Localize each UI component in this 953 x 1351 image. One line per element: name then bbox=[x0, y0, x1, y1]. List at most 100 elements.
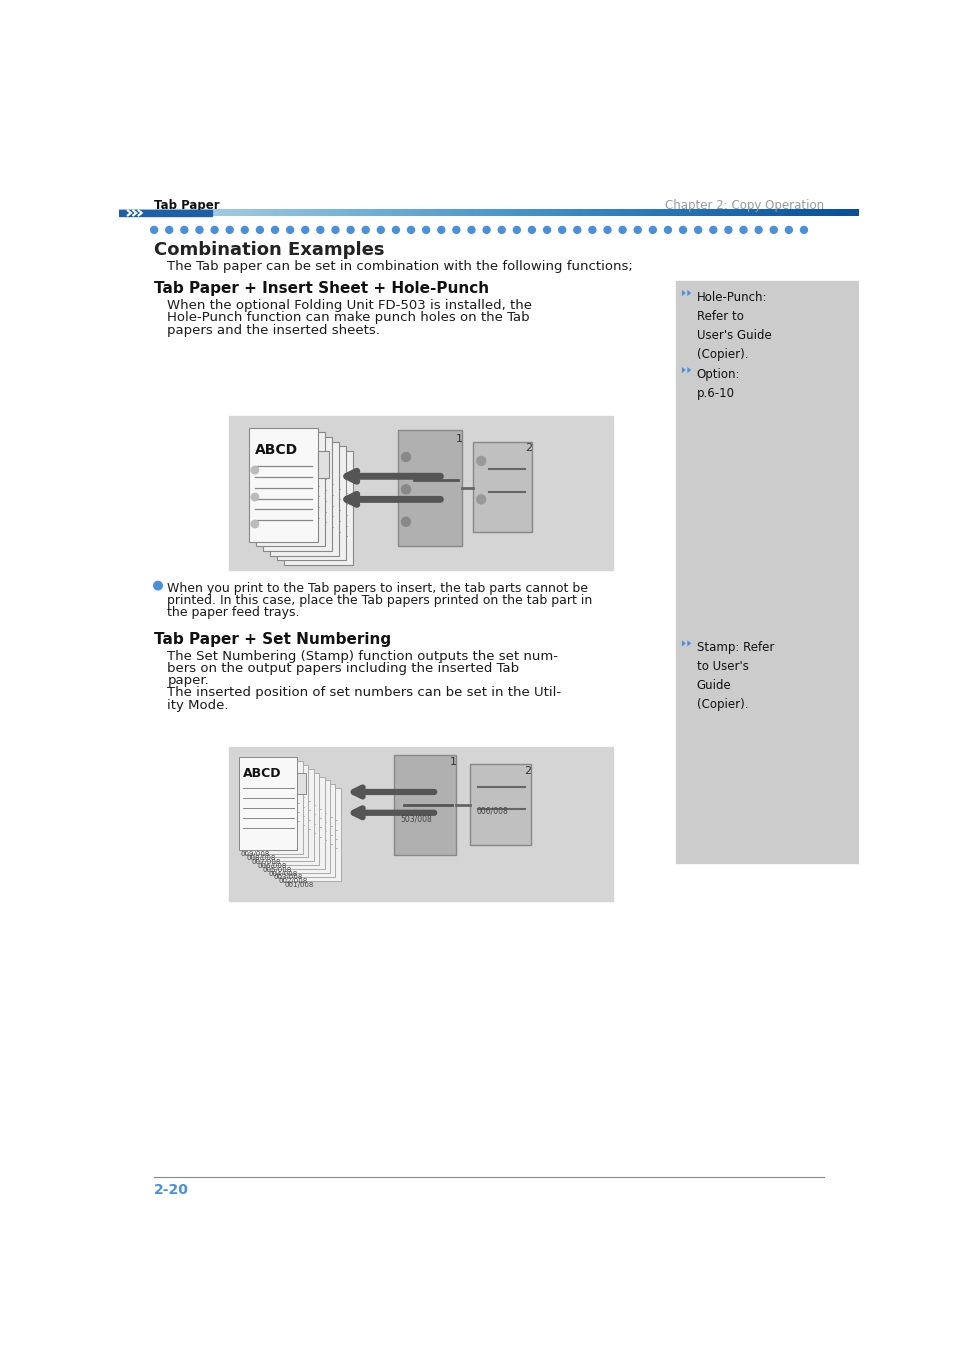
Circle shape bbox=[497, 227, 505, 234]
Bar bbox=[249, 428, 318, 542]
Circle shape bbox=[401, 453, 410, 462]
Text: 008/008: 008/008 bbox=[246, 855, 275, 861]
Text: 2: 2 bbox=[524, 766, 531, 775]
Text: 002/008: 002/008 bbox=[278, 878, 308, 884]
Text: 004/008: 004/008 bbox=[268, 870, 297, 877]
Text: bers on the output papers including the inserted Tab: bers on the output papers including the … bbox=[167, 662, 518, 676]
Circle shape bbox=[151, 227, 157, 234]
Circle shape bbox=[392, 227, 399, 234]
Circle shape bbox=[226, 227, 233, 234]
Circle shape bbox=[482, 227, 490, 234]
Text: Tab Paper + Set Numbering: Tab Paper + Set Numbering bbox=[154, 632, 391, 647]
Circle shape bbox=[401, 485, 410, 494]
Bar bbox=[255, 769, 314, 862]
Bar bbox=[266, 777, 324, 869]
Circle shape bbox=[166, 227, 172, 234]
Circle shape bbox=[286, 227, 294, 234]
Text: ABCD: ABCD bbox=[254, 443, 297, 457]
Circle shape bbox=[422, 227, 429, 234]
Circle shape bbox=[679, 227, 686, 234]
Bar bbox=[245, 761, 303, 854]
Circle shape bbox=[347, 227, 354, 234]
Text: paper.: paper. bbox=[167, 674, 209, 688]
Text: 003/008: 003/008 bbox=[274, 874, 302, 881]
Bar bbox=[250, 765, 308, 858]
Circle shape bbox=[709, 227, 716, 234]
Circle shape bbox=[195, 227, 203, 234]
Bar bbox=[262, 436, 332, 551]
Text: 005/008: 005/008 bbox=[262, 867, 292, 873]
Polygon shape bbox=[686, 290, 691, 296]
Text: printed. In this case, place the Tab papers printed on the tab part in: printed. In this case, place the Tab pap… bbox=[167, 594, 592, 607]
Bar bbox=[239, 758, 297, 850]
Circle shape bbox=[251, 493, 258, 501]
Polygon shape bbox=[681, 367, 685, 373]
Circle shape bbox=[618, 227, 625, 234]
Circle shape bbox=[251, 466, 258, 474]
Text: The Tab paper can be set in combination with the following functions;: The Tab paper can be set in combination … bbox=[167, 259, 633, 273]
Text: 006/008: 006/008 bbox=[257, 863, 286, 869]
Bar bbox=[473, 442, 531, 532]
Text: When the optional Folding Unit FD-503 is installed, the: When the optional Folding Unit FD-503 is… bbox=[167, 299, 532, 312]
Circle shape bbox=[603, 227, 610, 234]
Bar bbox=[255, 432, 325, 546]
Bar bbox=[277, 785, 335, 877]
Circle shape bbox=[401, 517, 410, 527]
Circle shape bbox=[362, 227, 369, 234]
Circle shape bbox=[211, 227, 218, 234]
Polygon shape bbox=[681, 640, 685, 646]
Circle shape bbox=[543, 227, 550, 234]
Circle shape bbox=[694, 227, 700, 234]
Bar bbox=[282, 788, 340, 881]
Bar bbox=[119, 209, 212, 216]
Circle shape bbox=[588, 227, 596, 234]
Circle shape bbox=[649, 227, 656, 234]
Circle shape bbox=[724, 227, 731, 234]
Text: 009/008: 009/008 bbox=[241, 851, 270, 858]
Circle shape bbox=[769, 227, 777, 234]
Text: 2: 2 bbox=[525, 443, 532, 453]
Polygon shape bbox=[686, 367, 691, 373]
Bar bbox=[318, 451, 329, 478]
Text: Option:
p.6-10: Option: p.6-10 bbox=[696, 367, 740, 400]
Text: 1: 1 bbox=[450, 758, 456, 767]
Polygon shape bbox=[686, 640, 691, 646]
Text: Hole-Punch:
Refer to
User's Guide
(Copier).: Hole-Punch: Refer to User's Guide (Copie… bbox=[696, 290, 771, 361]
Text: 007/008: 007/008 bbox=[252, 859, 281, 865]
Circle shape bbox=[528, 227, 535, 234]
Bar bbox=[675, 281, 858, 863]
Bar bbox=[394, 755, 456, 855]
Text: Combination Examples: Combination Examples bbox=[154, 242, 384, 259]
Circle shape bbox=[784, 227, 792, 234]
Circle shape bbox=[755, 227, 761, 234]
Text: ABCD: ABCD bbox=[243, 766, 281, 780]
Circle shape bbox=[256, 227, 263, 234]
Circle shape bbox=[272, 227, 278, 234]
Text: When you print to the Tab papers to insert, the tab parts cannot be: When you print to the Tab papers to inse… bbox=[167, 582, 588, 594]
Text: 503/008: 503/008 bbox=[400, 815, 432, 823]
Bar bbox=[272, 781, 330, 873]
Circle shape bbox=[437, 227, 444, 234]
Circle shape bbox=[664, 227, 671, 234]
Bar bbox=[470, 765, 530, 846]
Polygon shape bbox=[681, 290, 685, 296]
Circle shape bbox=[634, 227, 640, 234]
Circle shape bbox=[476, 494, 485, 504]
Bar bbox=[229, 416, 612, 570]
Circle shape bbox=[800, 227, 806, 234]
Text: 006/008: 006/008 bbox=[476, 807, 508, 816]
Text: papers and the inserted sheets.: papers and the inserted sheets. bbox=[167, 324, 380, 336]
Circle shape bbox=[181, 227, 188, 234]
Bar bbox=[229, 747, 612, 901]
Text: Hole-Punch function can make punch holes on the Tab: Hole-Punch function can make punch holes… bbox=[167, 312, 529, 324]
Circle shape bbox=[558, 227, 565, 234]
Text: Stamp: Refer
to User's
Guide
(Copier).: Stamp: Refer to User's Guide (Copier). bbox=[696, 642, 773, 711]
Circle shape bbox=[241, 227, 248, 234]
Text: ity Mode.: ity Mode. bbox=[167, 698, 229, 712]
Text: Chapter 2: Copy Operation: Chapter 2: Copy Operation bbox=[664, 199, 822, 212]
Circle shape bbox=[332, 227, 338, 234]
Circle shape bbox=[476, 457, 485, 466]
Circle shape bbox=[573, 227, 580, 234]
Circle shape bbox=[468, 227, 475, 234]
Circle shape bbox=[740, 227, 746, 234]
